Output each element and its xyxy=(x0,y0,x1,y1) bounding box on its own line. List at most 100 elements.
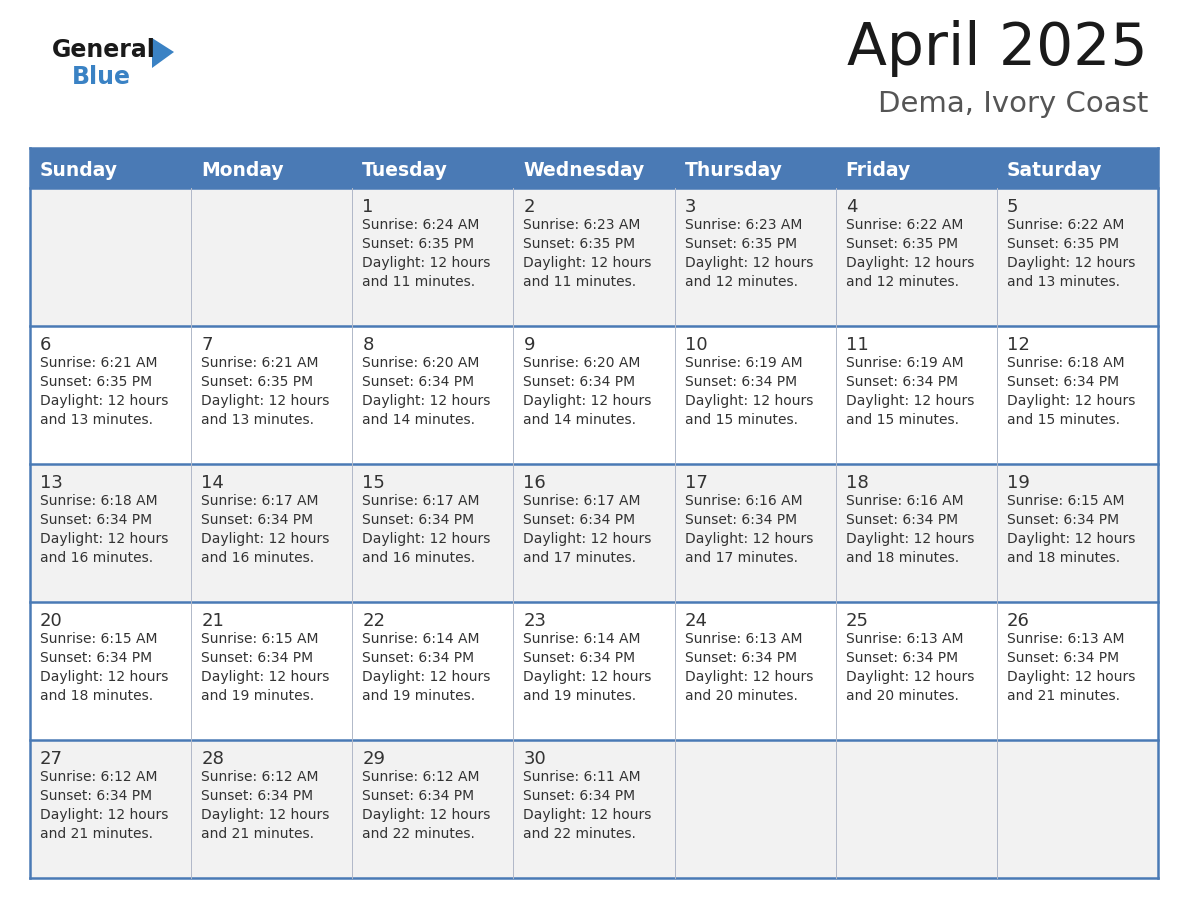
Text: Sunrise: 6:18 AM
Sunset: 6:34 PM
Daylight: 12 hours
and 15 minutes.: Sunrise: 6:18 AM Sunset: 6:34 PM Dayligh… xyxy=(1007,356,1136,427)
Text: Sunday: Sunday xyxy=(40,161,118,180)
Bar xyxy=(191,740,353,878)
Text: 6: 6 xyxy=(40,336,51,354)
Bar xyxy=(513,602,675,740)
Text: Sunrise: 6:13 AM
Sunset: 6:34 PM
Daylight: 12 hours
and 20 minutes.: Sunrise: 6:13 AM Sunset: 6:34 PM Dayligh… xyxy=(684,632,813,703)
Text: 3: 3 xyxy=(684,198,696,216)
Text: Sunrise: 6:17 AM
Sunset: 6:34 PM
Daylight: 12 hours
and 17 minutes.: Sunrise: 6:17 AM Sunset: 6:34 PM Dayligh… xyxy=(524,494,652,565)
Text: Sunrise: 6:18 AM
Sunset: 6:34 PM
Daylight: 12 hours
and 16 minutes.: Sunrise: 6:18 AM Sunset: 6:34 PM Dayligh… xyxy=(40,494,169,565)
Text: Sunrise: 6:24 AM
Sunset: 6:35 PM
Daylight: 12 hours
and 11 minutes.: Sunrise: 6:24 AM Sunset: 6:35 PM Dayligh… xyxy=(362,218,491,289)
Bar xyxy=(30,602,191,740)
Text: 29: 29 xyxy=(362,750,385,768)
Text: 12: 12 xyxy=(1007,336,1030,354)
Text: Sunrise: 6:11 AM
Sunset: 6:34 PM
Daylight: 12 hours
and 22 minutes.: Sunrise: 6:11 AM Sunset: 6:34 PM Dayligh… xyxy=(524,770,652,841)
Text: Sunrise: 6:20 AM
Sunset: 6:34 PM
Daylight: 12 hours
and 14 minutes.: Sunrise: 6:20 AM Sunset: 6:34 PM Dayligh… xyxy=(362,356,491,427)
Text: Wednesday: Wednesday xyxy=(524,161,645,180)
Text: Sunrise: 6:21 AM
Sunset: 6:35 PM
Daylight: 12 hours
and 13 minutes.: Sunrise: 6:21 AM Sunset: 6:35 PM Dayligh… xyxy=(40,356,169,427)
Bar xyxy=(30,326,191,464)
Text: 16: 16 xyxy=(524,474,546,492)
Bar xyxy=(997,602,1158,740)
Text: 24: 24 xyxy=(684,612,708,630)
Text: Sunrise: 6:12 AM
Sunset: 6:34 PM
Daylight: 12 hours
and 22 minutes.: Sunrise: 6:12 AM Sunset: 6:34 PM Dayligh… xyxy=(362,770,491,841)
Bar xyxy=(513,740,675,878)
Bar xyxy=(353,188,513,326)
Text: 28: 28 xyxy=(201,750,225,768)
Bar xyxy=(513,464,675,602)
Text: 23: 23 xyxy=(524,612,546,630)
Text: 15: 15 xyxy=(362,474,385,492)
Text: 2: 2 xyxy=(524,198,535,216)
Text: Dema, Ivory Coast: Dema, Ivory Coast xyxy=(878,90,1148,118)
Bar xyxy=(835,464,997,602)
Text: 4: 4 xyxy=(846,198,858,216)
Bar xyxy=(513,326,675,464)
Bar xyxy=(675,188,835,326)
Text: 14: 14 xyxy=(201,474,225,492)
Text: 17: 17 xyxy=(684,474,707,492)
Text: Thursday: Thursday xyxy=(684,161,783,180)
Text: Sunrise: 6:12 AM
Sunset: 6:34 PM
Daylight: 12 hours
and 21 minutes.: Sunrise: 6:12 AM Sunset: 6:34 PM Dayligh… xyxy=(201,770,329,841)
Text: Sunrise: 6:15 AM
Sunset: 6:34 PM
Daylight: 12 hours
and 18 minutes.: Sunrise: 6:15 AM Sunset: 6:34 PM Dayligh… xyxy=(1007,494,1136,565)
Text: 7: 7 xyxy=(201,336,213,354)
Bar xyxy=(30,464,191,602)
Text: 18: 18 xyxy=(846,474,868,492)
Text: Sunrise: 6:21 AM
Sunset: 6:35 PM
Daylight: 12 hours
and 13 minutes.: Sunrise: 6:21 AM Sunset: 6:35 PM Dayligh… xyxy=(201,356,329,427)
Text: Sunrise: 6:15 AM
Sunset: 6:34 PM
Daylight: 12 hours
and 18 minutes.: Sunrise: 6:15 AM Sunset: 6:34 PM Dayligh… xyxy=(40,632,169,703)
Bar xyxy=(30,148,1158,188)
Text: April 2025: April 2025 xyxy=(847,20,1148,77)
Text: 26: 26 xyxy=(1007,612,1030,630)
Text: Sunrise: 6:17 AM
Sunset: 6:34 PM
Daylight: 12 hours
and 16 minutes.: Sunrise: 6:17 AM Sunset: 6:34 PM Dayligh… xyxy=(201,494,329,565)
Text: Sunrise: 6:22 AM
Sunset: 6:35 PM
Daylight: 12 hours
and 13 minutes.: Sunrise: 6:22 AM Sunset: 6:35 PM Dayligh… xyxy=(1007,218,1136,289)
Text: Sunrise: 6:15 AM
Sunset: 6:34 PM
Daylight: 12 hours
and 19 minutes.: Sunrise: 6:15 AM Sunset: 6:34 PM Dayligh… xyxy=(201,632,329,703)
Text: 22: 22 xyxy=(362,612,385,630)
Bar xyxy=(191,188,353,326)
Text: 20: 20 xyxy=(40,612,63,630)
Bar xyxy=(835,740,997,878)
Text: Monday: Monday xyxy=(201,161,284,180)
Bar xyxy=(997,188,1158,326)
Text: Sunrise: 6:16 AM
Sunset: 6:34 PM
Daylight: 12 hours
and 17 minutes.: Sunrise: 6:16 AM Sunset: 6:34 PM Dayligh… xyxy=(684,494,813,565)
Bar xyxy=(675,326,835,464)
Text: Saturday: Saturday xyxy=(1007,161,1102,180)
Bar xyxy=(675,464,835,602)
Bar xyxy=(191,326,353,464)
Text: Sunrise: 6:20 AM
Sunset: 6:34 PM
Daylight: 12 hours
and 14 minutes.: Sunrise: 6:20 AM Sunset: 6:34 PM Dayligh… xyxy=(524,356,652,427)
Text: Sunrise: 6:17 AM
Sunset: 6:34 PM
Daylight: 12 hours
and 16 minutes.: Sunrise: 6:17 AM Sunset: 6:34 PM Dayligh… xyxy=(362,494,491,565)
Bar xyxy=(353,464,513,602)
Bar xyxy=(835,188,997,326)
Text: 19: 19 xyxy=(1007,474,1030,492)
Bar xyxy=(675,602,835,740)
Text: 5: 5 xyxy=(1007,198,1018,216)
Bar xyxy=(30,740,191,878)
Text: Sunrise: 6:12 AM
Sunset: 6:34 PM
Daylight: 12 hours
and 21 minutes.: Sunrise: 6:12 AM Sunset: 6:34 PM Dayligh… xyxy=(40,770,169,841)
Bar xyxy=(30,188,191,326)
Text: 9: 9 xyxy=(524,336,535,354)
Polygon shape xyxy=(152,38,173,68)
Text: 25: 25 xyxy=(846,612,868,630)
Text: General: General xyxy=(52,38,156,62)
Text: Sunrise: 6:14 AM
Sunset: 6:34 PM
Daylight: 12 hours
and 19 minutes.: Sunrise: 6:14 AM Sunset: 6:34 PM Dayligh… xyxy=(524,632,652,703)
Text: 30: 30 xyxy=(524,750,546,768)
Text: Sunrise: 6:19 AM
Sunset: 6:34 PM
Daylight: 12 hours
and 15 minutes.: Sunrise: 6:19 AM Sunset: 6:34 PM Dayligh… xyxy=(684,356,813,427)
Text: 21: 21 xyxy=(201,612,225,630)
Text: Sunrise: 6:23 AM
Sunset: 6:35 PM
Daylight: 12 hours
and 12 minutes.: Sunrise: 6:23 AM Sunset: 6:35 PM Dayligh… xyxy=(684,218,813,289)
Text: Sunrise: 6:13 AM
Sunset: 6:34 PM
Daylight: 12 hours
and 20 minutes.: Sunrise: 6:13 AM Sunset: 6:34 PM Dayligh… xyxy=(846,632,974,703)
Text: Sunrise: 6:14 AM
Sunset: 6:34 PM
Daylight: 12 hours
and 19 minutes.: Sunrise: 6:14 AM Sunset: 6:34 PM Dayligh… xyxy=(362,632,491,703)
Text: 13: 13 xyxy=(40,474,63,492)
Text: 8: 8 xyxy=(362,336,374,354)
Text: Friday: Friday xyxy=(846,161,911,180)
Text: 11: 11 xyxy=(846,336,868,354)
Text: 27: 27 xyxy=(40,750,63,768)
Bar xyxy=(997,464,1158,602)
Text: 1: 1 xyxy=(362,198,374,216)
Text: Sunrise: 6:16 AM
Sunset: 6:34 PM
Daylight: 12 hours
and 18 minutes.: Sunrise: 6:16 AM Sunset: 6:34 PM Dayligh… xyxy=(846,494,974,565)
Bar xyxy=(191,602,353,740)
Text: Tuesday: Tuesday xyxy=(362,161,448,180)
Text: Sunrise: 6:22 AM
Sunset: 6:35 PM
Daylight: 12 hours
and 12 minutes.: Sunrise: 6:22 AM Sunset: 6:35 PM Dayligh… xyxy=(846,218,974,289)
Text: Sunrise: 6:19 AM
Sunset: 6:34 PM
Daylight: 12 hours
and 15 minutes.: Sunrise: 6:19 AM Sunset: 6:34 PM Dayligh… xyxy=(846,356,974,427)
Bar xyxy=(835,326,997,464)
Bar xyxy=(353,326,513,464)
Text: Blue: Blue xyxy=(72,65,131,89)
Text: Sunrise: 6:23 AM
Sunset: 6:35 PM
Daylight: 12 hours
and 11 minutes.: Sunrise: 6:23 AM Sunset: 6:35 PM Dayligh… xyxy=(524,218,652,289)
Bar xyxy=(997,326,1158,464)
Bar xyxy=(835,602,997,740)
